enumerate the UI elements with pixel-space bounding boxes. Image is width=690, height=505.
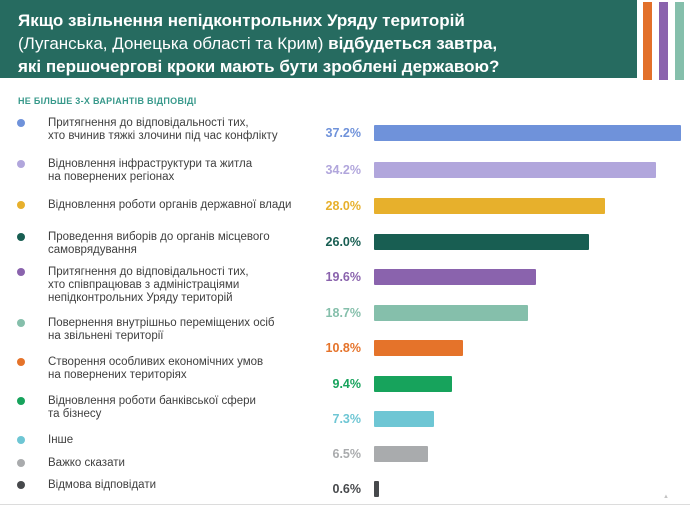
question-line-1-text: Якщо звільнення непідконтрольних Уряду т… xyxy=(18,11,465,30)
watermark-icon: ▲ xyxy=(663,494,669,500)
question-line-3: які першочергові кроки мають бути зробле… xyxy=(18,55,637,78)
question-line-3-text: які першочергові кроки мають бути зробле… xyxy=(18,57,500,76)
answer-label: Відновлення роботи банківської сфери та … xyxy=(48,395,256,420)
bar xyxy=(374,234,589,250)
legend-dot-icon xyxy=(17,436,25,444)
legend-dot-icon xyxy=(17,358,25,366)
legend-dot-icon xyxy=(17,481,25,489)
value-label: 28.0% xyxy=(325,199,361,213)
question-line-2: (Луганська, Донецька області та Крим) ві… xyxy=(18,32,637,55)
legend-dot-icon xyxy=(17,397,25,405)
bar xyxy=(374,340,464,356)
question-line-1: Якщо звільнення непідконтрольних Уряду т… xyxy=(18,9,637,32)
bar xyxy=(374,481,379,497)
bar xyxy=(374,376,452,392)
legend-dot-icon xyxy=(17,233,25,241)
bar xyxy=(374,305,529,321)
bar xyxy=(374,446,428,462)
value-label: 9.4% xyxy=(332,377,362,391)
answer-label: Відновлення роботи органів державної вла… xyxy=(48,199,292,211)
accent-stripe-mint xyxy=(675,2,684,80)
accent-stripe-orange xyxy=(643,2,652,80)
value-label: 6.5% xyxy=(332,447,362,461)
answer-label: Створення особливих економічних умов на … xyxy=(48,356,264,381)
bar xyxy=(374,198,605,214)
question-line-2-regular: (Луганська, Донецька області та Крим) xyxy=(18,34,329,53)
value-label: 37.2% xyxy=(325,126,361,140)
answer-label: Інше xyxy=(48,434,74,446)
value-label: 26.0% xyxy=(325,235,361,249)
legend-dot-icon xyxy=(17,459,25,467)
bar xyxy=(374,411,435,427)
answer-label: Важко сказати xyxy=(48,457,125,469)
bar xyxy=(374,269,536,285)
answer-label: Проведення виборів до органів місцевого … xyxy=(48,231,270,256)
bar xyxy=(374,162,657,178)
answer-label: Відмова відповідати xyxy=(48,479,157,491)
value-label: 19.6% xyxy=(325,270,361,284)
question-header: Якщо звільнення непідконтрольних Уряду т… xyxy=(0,0,637,78)
legend-dot-icon xyxy=(17,268,25,276)
answer-label: Відновлення інфраструктури та житла на п… xyxy=(48,158,253,183)
value-label: 7.3% xyxy=(332,412,362,426)
legend-dot-icon xyxy=(17,160,25,168)
bar xyxy=(374,125,681,141)
legend-dot-icon xyxy=(17,201,25,209)
question-line-2-bold: відбудеться завтра, xyxy=(328,34,498,53)
answer-limit-note: НЕ БІЛЬШЕ 3-Х ВАРІАНТІВ ВІДПОВІДІ xyxy=(18,96,197,106)
legend-dot-icon xyxy=(17,119,25,127)
answer-label: Повернення внутрішньо переміщених осіб н… xyxy=(48,317,275,342)
answer-label: Притягнення до відповідальності тих, хто… xyxy=(48,266,249,304)
value-label: 18.7% xyxy=(325,306,361,320)
value-label: 34.2% xyxy=(325,163,361,177)
legend-dot-icon xyxy=(17,319,25,327)
answer-label: Притягнення до відповідальності тих, хто… xyxy=(48,117,278,142)
accent-stripe-purple xyxy=(659,2,668,80)
value-label: 0.6% xyxy=(332,482,362,496)
value-label: 10.8% xyxy=(325,341,361,355)
